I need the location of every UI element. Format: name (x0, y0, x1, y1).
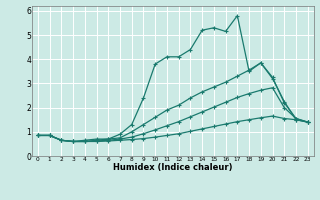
X-axis label: Humidex (Indice chaleur): Humidex (Indice chaleur) (113, 163, 233, 172)
